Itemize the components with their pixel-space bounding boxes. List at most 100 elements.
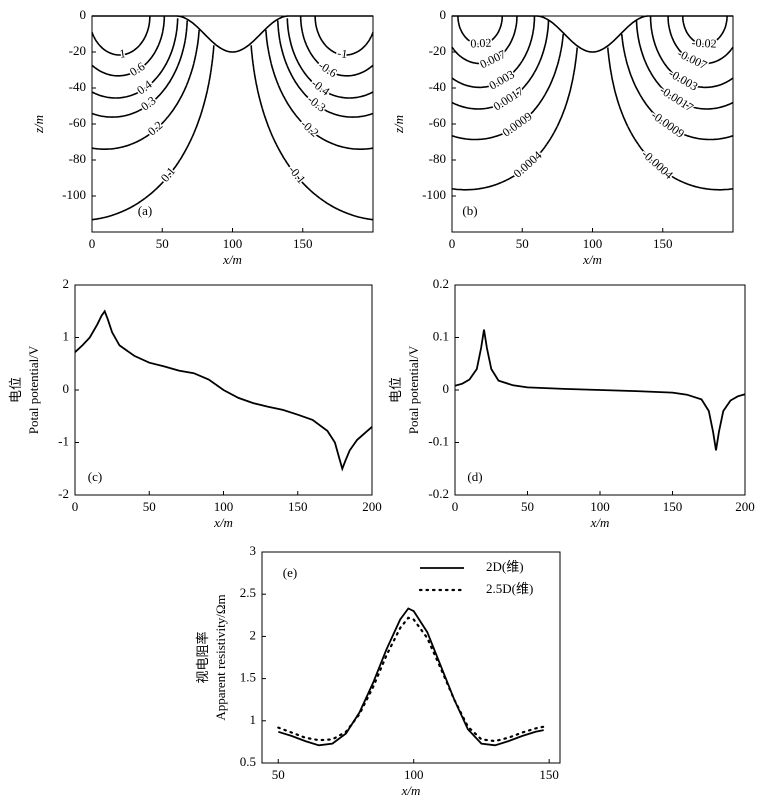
contour-line [649, 15, 734, 89]
x-tick-label: 150 [653, 236, 673, 251]
y-tick-label: 0 [440, 7, 447, 22]
y-tick-label: -2 [58, 486, 69, 501]
contour-line [607, 47, 734, 191]
legend-label: 2D(维) [486, 559, 524, 574]
y-tick-label: -60 [69, 115, 86, 130]
contour-label: -1 [337, 46, 349, 61]
y-tick-label: 0 [63, 381, 70, 396]
data-line [454, 329, 746, 451]
contour-line [457, 15, 503, 46]
y-tick-label: -100 [62, 187, 86, 202]
x-axis-label: x/m [213, 515, 233, 530]
y-axis-label: 电位 [388, 377, 403, 403]
x-tick-label: 0 [89, 236, 96, 251]
y-tick-label: 0 [80, 7, 87, 22]
contour-line [451, 15, 536, 89]
data-line [74, 309, 373, 472]
contour-label: 0.02 [470, 36, 492, 51]
data-line [278, 607, 544, 747]
y-tick-label: 1.5 [240, 670, 256, 685]
x-tick-label: 150 [293, 236, 313, 251]
contour-line [286, 18, 374, 99]
contour-line [277, 20, 374, 118]
x-tick-label: 50 [272, 767, 285, 782]
contour-label: 0.0004 [511, 148, 545, 180]
x-tick-label: 150 [539, 767, 559, 782]
x-tick-label: 100 [223, 236, 243, 251]
y-tick-label: 1 [63, 328, 70, 343]
y-tick-label: -1 [58, 433, 69, 448]
y-axis-label: Apparent resistivity/Ωm [213, 594, 228, 720]
x-tick-label: 200 [362, 499, 382, 514]
x-tick-label: 150 [663, 499, 683, 514]
y-axis-label: Potal potential/V [26, 345, 41, 434]
contour-line [91, 15, 151, 56]
contour-line [635, 20, 734, 110]
contour-line [91, 29, 200, 150]
y-tick-label: -80 [429, 151, 446, 166]
surface-topography [92, 15, 373, 53]
y-axis-label: z/m [391, 115, 406, 134]
contour-line [451, 16, 518, 65]
x-tick-label: 50 [156, 236, 169, 251]
x-tick-label: 100 [590, 499, 610, 514]
y-axis-label: 电位 [8, 377, 23, 403]
contour-line [314, 15, 374, 56]
x-tick-label: 100 [583, 236, 603, 251]
x-tick-label: 100 [404, 767, 424, 782]
contour-line [299, 16, 374, 77]
panel-label: (c) [88, 469, 102, 484]
y-tick-label: -0.1 [428, 433, 449, 448]
contour-line [451, 20, 550, 110]
contour-line [91, 45, 215, 221]
y-tick-label: -40 [429, 79, 446, 94]
y-tick-label: 1 [250, 712, 257, 727]
y-tick-label: 0.2 [433, 276, 449, 291]
plot-frame [91, 15, 374, 233]
y-tick-label: -40 [69, 79, 86, 94]
panel-label: (b) [462, 203, 477, 218]
contour-label: 0.0009 [500, 109, 535, 140]
x-axis-label: x/m [590, 515, 610, 530]
x-tick-label: 150 [288, 499, 308, 514]
y-tick-label: 0 [443, 381, 450, 396]
x-tick-label: 200 [735, 499, 755, 514]
y-tick-label: -20 [429, 43, 446, 58]
panel-label: (d) [467, 469, 482, 484]
x-tick-label: 50 [516, 236, 529, 251]
contour-line [265, 29, 374, 150]
contour-line [682, 15, 728, 46]
y-tick-label: 3 [250, 543, 257, 558]
y-tick-label: 0.5 [240, 754, 256, 769]
x-axis-label: x/m [582, 252, 602, 267]
y-tick-label: -0.2 [428, 486, 449, 501]
contour-line [620, 33, 734, 141]
contour-label: -0.0009 [649, 108, 687, 141]
panel-label: (a) [138, 203, 152, 218]
x-tick-label: 0 [452, 499, 459, 514]
y-tick-label: 2.5 [240, 585, 256, 600]
y-tick-label: -80 [69, 151, 86, 166]
x-tick-label: 0 [72, 499, 79, 514]
contour-label: 1 [119, 46, 127, 61]
legend-label: 2.5D(维) [486, 581, 533, 596]
y-tick-label: -60 [429, 115, 446, 130]
contour-line [91, 16, 166, 77]
y-tick-label: 2 [63, 276, 70, 291]
contour-line [451, 33, 565, 141]
plot-frame [261, 551, 561, 764]
contour-label: -0.02 [691, 35, 717, 50]
panel-label: (e) [283, 565, 297, 580]
contour-line [91, 18, 179, 99]
y-axis-label: Potal potential/V [406, 345, 421, 434]
y-tick-label: -20 [69, 43, 86, 58]
x-tick-label: 50 [521, 499, 534, 514]
x-tick-label: 50 [143, 499, 156, 514]
contour-line [451, 47, 578, 191]
data-line [277, 616, 545, 743]
x-axis-label: x/m [222, 252, 242, 267]
x-tick-label: 0 [449, 236, 456, 251]
y-axis-label: z/m [31, 115, 46, 134]
y-tick-label: -100 [422, 187, 446, 202]
x-tick-label: 100 [214, 499, 234, 514]
